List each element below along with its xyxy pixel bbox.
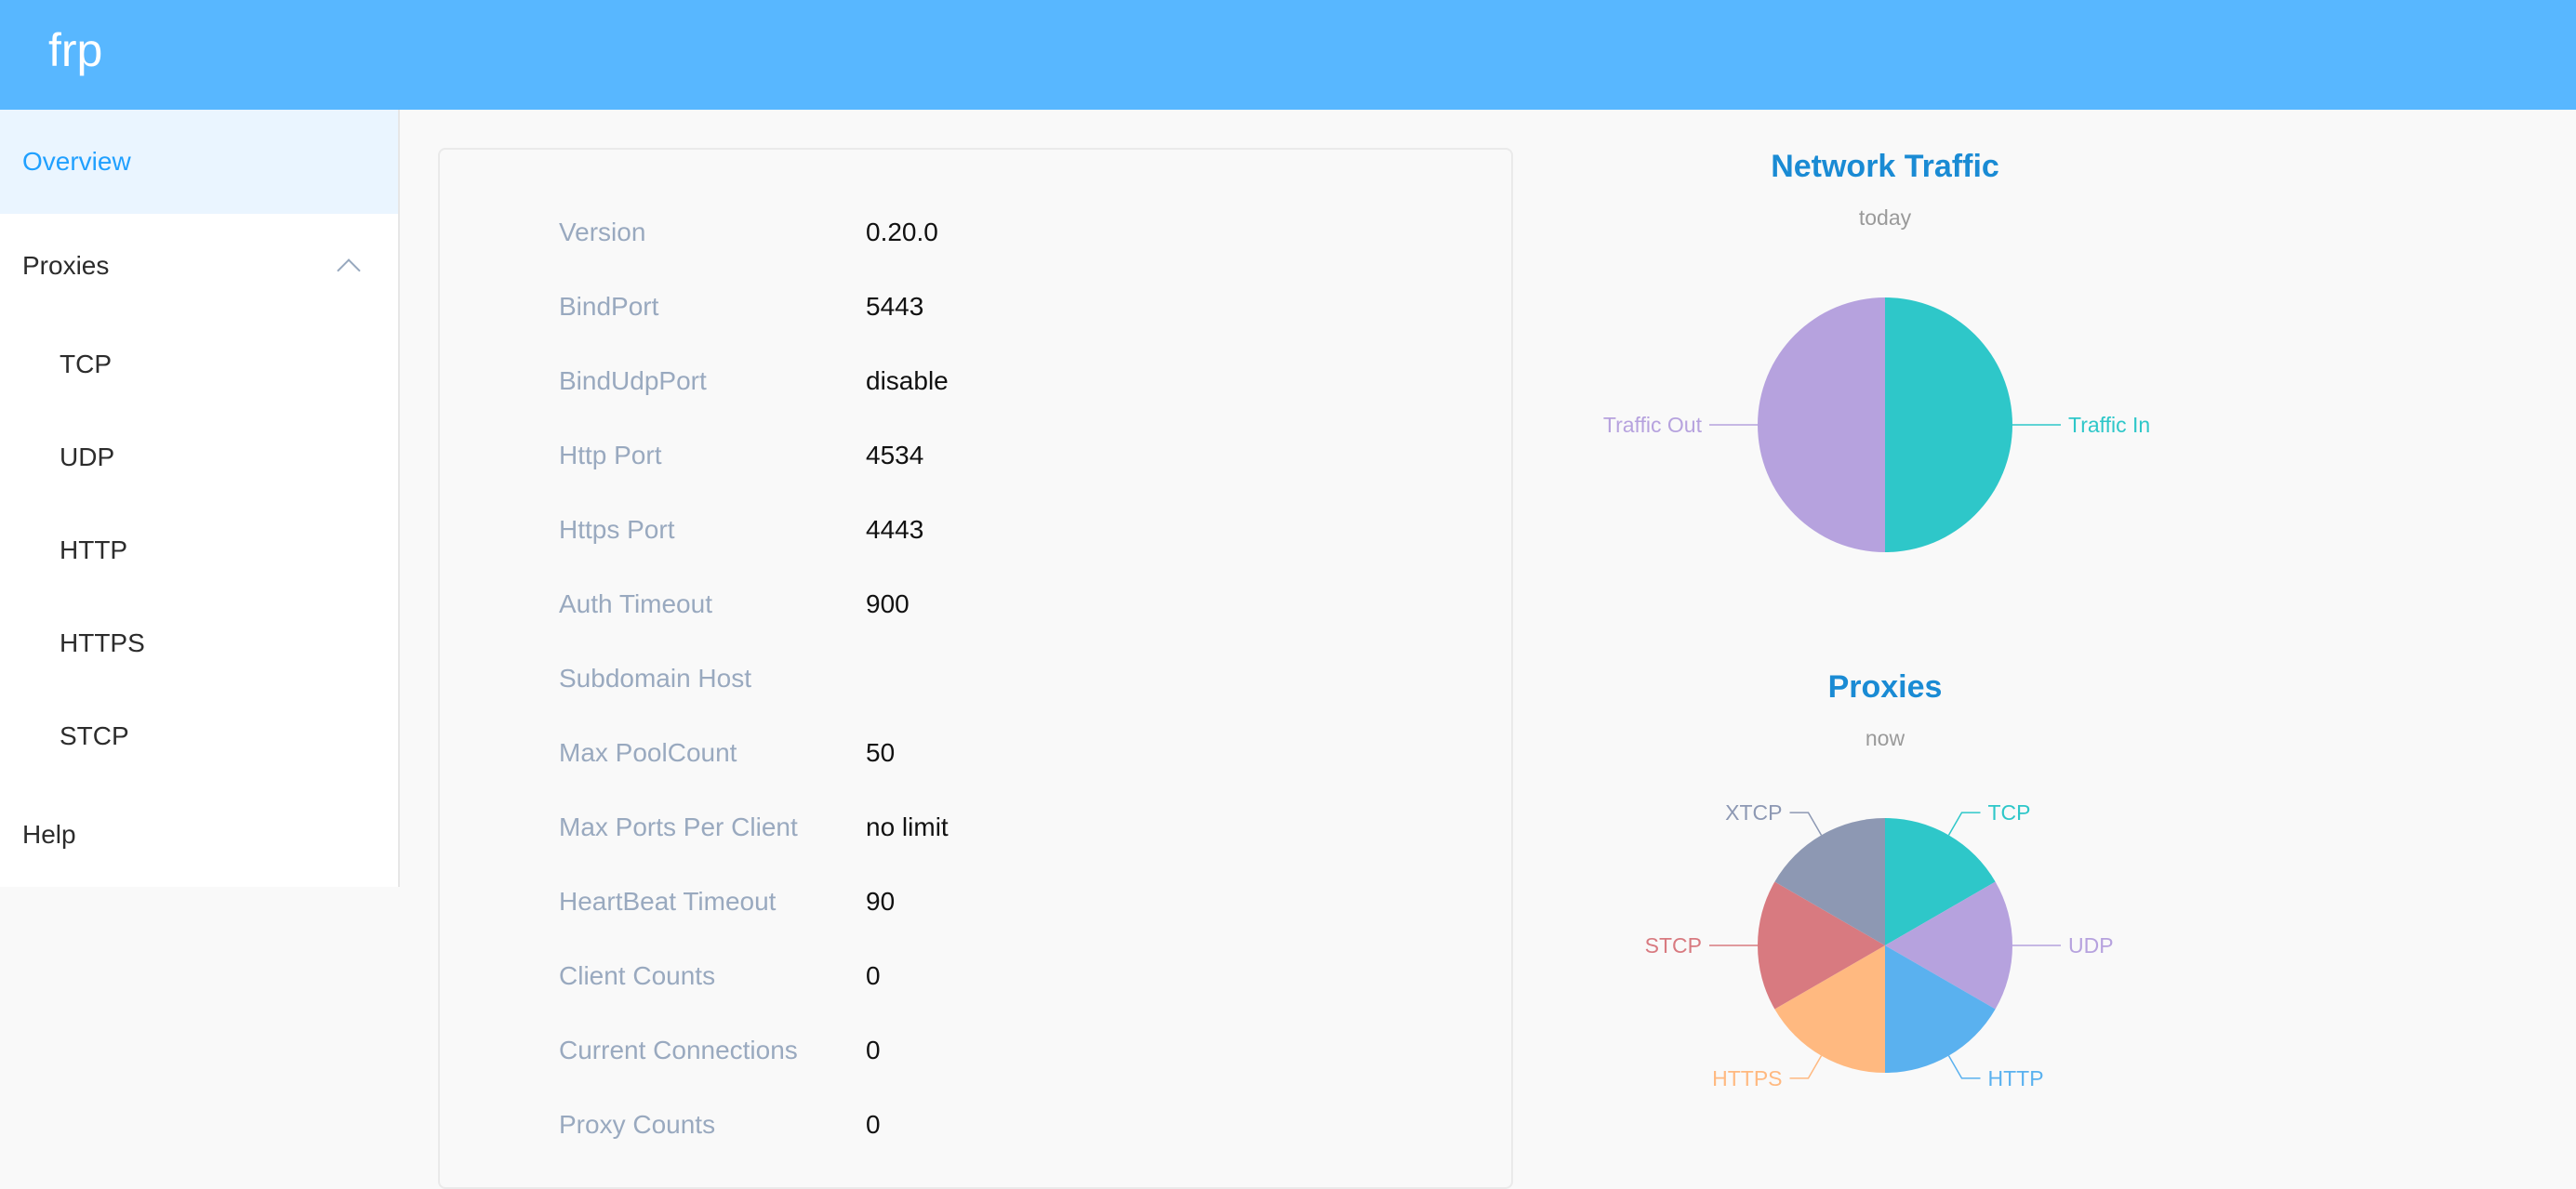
info-row-https-port: Https Port 4443 — [559, 511, 923, 548]
sidebar-item-http[interactable]: HTTP — [0, 504, 398, 597]
info-row-max-ports-per-client: Max Ports Per Client no limit — [559, 809, 949, 846]
pie-slice-https[interactable] — [1774, 945, 1885, 1073]
info-value: 4534 — [866, 441, 924, 469]
sidebar-item-stcp[interactable]: STCP — [0, 690, 398, 783]
pie-slice-stcp[interactable] — [1758, 881, 1885, 1010]
info-label: BindPort — [559, 292, 659, 321]
info-value: 0 — [866, 1036, 881, 1064]
info-label: Max PoolCount — [559, 738, 737, 767]
chart-title-proxies: Proxies — [1827, 669, 1943, 705]
info-label: Client Counts — [559, 961, 716, 990]
sidebar-item-tcp[interactable]: TCP — [0, 318, 398, 411]
sidebar-item-label: TCP — [60, 350, 112, 378]
info-label: Max Ports Per Client — [559, 812, 798, 841]
info-row-proxy-counts: Proxy Counts 0 — [559, 1106, 881, 1143]
pie-slice-http[interactable] — [1885, 945, 1996, 1073]
pie-slice-tcp[interactable] — [1885, 818, 1996, 945]
info-label: Http Port — [559, 441, 662, 469]
info-label: HeartBeat Timeout — [559, 887, 777, 916]
sidebar-item-label: Help — [22, 820, 76, 849]
info-label: Proxy Counts — [559, 1110, 716, 1139]
info-value: 0 — [866, 961, 881, 990]
leader-line-http — [1947, 1055, 1981, 1079]
sidebar-item-udp[interactable]: UDP — [0, 411, 398, 504]
leader-line-https — [1789, 1055, 1823, 1079]
app-logo[interactable]: frp — [48, 24, 103, 76]
info-value: disable — [866, 366, 949, 395]
proxies-pie-chart: TCP UDP HTTP HTTPS STCP XTCP — [1645, 800, 2114, 1090]
top-header: frp — [0, 0, 2576, 110]
info-row-bindudpport: BindUdpPort disable — [559, 363, 949, 400]
leader-line-tcp — [1947, 812, 1981, 836]
info-row-client-counts: Client Counts 0 — [559, 958, 881, 995]
info-value: 0.20.0 — [866, 218, 938, 246]
slice-label-udp: UDP — [2068, 933, 2114, 958]
leader-line-xtcp — [1789, 812, 1823, 836]
info-label: BindUdpPort — [559, 366, 707, 395]
info-row-http-port: Http Port 4534 — [559, 437, 923, 474]
sidebar-item-https[interactable]: HTTPS — [0, 597, 398, 690]
info-row-max-poolcount: Max PoolCount 50 — [559, 734, 895, 772]
pie-slice-xtcp[interactable] — [1774, 818, 1885, 945]
info-value: 4443 — [866, 515, 924, 544]
sidebar-item-label: Proxies — [22, 251, 110, 280]
info-label: Auth Timeout — [559, 589, 712, 618]
pie-slice-traffic-in[interactable] — [1885, 297, 2012, 552]
info-value: 50 — [866, 738, 896, 767]
info-row-bindport: BindPort 5443 — [559, 288, 923, 325]
info-label: Https Port — [559, 515, 675, 544]
pie-slice-udp[interactable] — [1885, 881, 2012, 1010]
sidebar-item-label: UDP — [60, 443, 115, 471]
sidebar-item-help[interactable]: Help — [0, 783, 398, 887]
slice-label-http: HTTP — [1988, 1066, 2044, 1090]
info-value: 5443 — [866, 292, 924, 321]
sidebar-item-label: Overview — [22, 147, 131, 176]
info-row-auth-timeout: Auth Timeout 900 — [559, 586, 910, 623]
slice-label-traffic-in: Traffic In — [2068, 413, 2150, 437]
pie-slice-traffic-out[interactable] — [1758, 297, 1885, 552]
info-value: 0 — [866, 1110, 881, 1139]
chart-subtitle-network-traffic: today — [1858, 205, 1912, 230]
info-row-heartbeat-timeout: HeartBeat Timeout 90 — [559, 883, 895, 920]
info-row-current-connections: Current Connections 0 — [559, 1032, 881, 1069]
slice-label-tcp: TCP — [1988, 800, 2031, 825]
info-value: no limit — [866, 812, 949, 841]
slice-label-xtcp: XTCP — [1725, 800, 1782, 825]
sidebar-item-label: HTTPS — [60, 628, 145, 657]
sidebar-item-proxies[interactable]: Proxies — [0, 214, 398, 318]
sidebar-item-overview[interactable]: Overview — [0, 110, 398, 214]
info-value: 900 — [866, 589, 910, 618]
slice-label-https: HTTPS — [1712, 1066, 1782, 1090]
chevron-up-icon — [337, 258, 361, 283]
sidebar-item-label: HTTP — [60, 535, 128, 564]
network-traffic-pie-chart: Traffic In Traffic Out — [1603, 297, 2150, 552]
sidebar-item-label: STCP — [60, 721, 129, 750]
sidebar-menu: Overview Proxies TCP UDP HTTP HTTPS STCP… — [0, 110, 400, 887]
info-row-subdomain-host: Subdomain Host — [559, 660, 866, 697]
info-row-version: Version 0.20.0 — [559, 214, 938, 251]
info-label: Subdomain Host — [559, 664, 752, 693]
server-info-panel: Version 0.20.0 BindPort 5443 BindUdpPort… — [438, 148, 1513, 1189]
chart-title-network-traffic: Network Traffic — [1771, 149, 1999, 184]
chart-subtitle-proxies: now — [1865, 726, 1905, 750]
slice-label-stcp: STCP — [1645, 933, 1702, 958]
slice-label-traffic-out: Traffic Out — [1603, 413, 1703, 437]
info-value: 90 — [866, 887, 896, 916]
info-label: Version — [559, 218, 646, 246]
info-label: Current Connections — [559, 1036, 798, 1064]
